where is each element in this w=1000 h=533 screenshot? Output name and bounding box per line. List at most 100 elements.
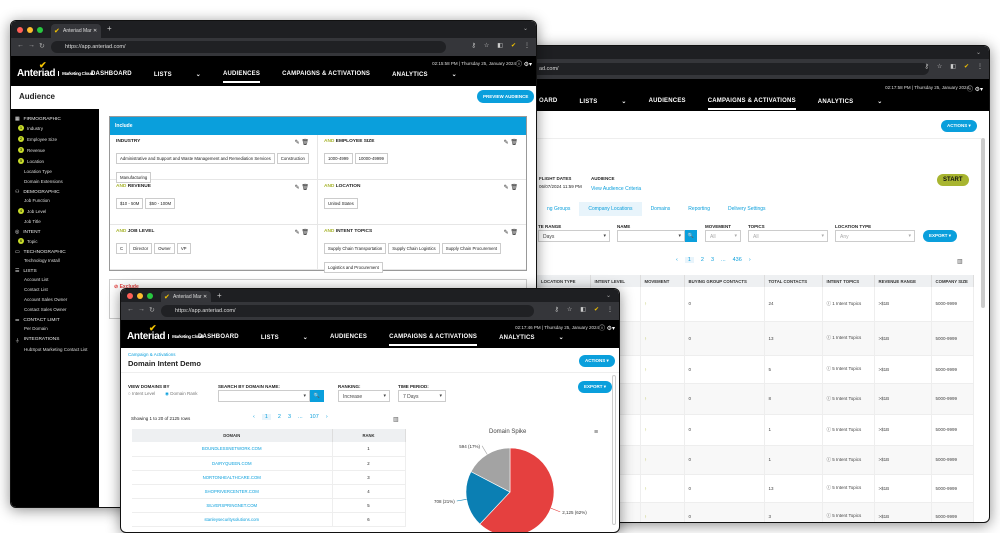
page-link[interactable]: 3: [287, 414, 292, 420]
intent-topics-cell[interactable]: ⓘ 5 Intent Topics: [822, 502, 875, 522]
tab-menu-icon[interactable]: ⌄: [975, 50, 981, 56]
sidebar-item[interactable]: 5 Location: [18, 158, 99, 164]
exclude-header[interactable]: ⊘ Exclude: [114, 284, 139, 290]
page-link[interactable]: ›: [325, 414, 328, 420]
delete-icon[interactable]: 🗑: [301, 230, 309, 236]
edit-icon[interactable]: ✎: [294, 230, 302, 236]
intent-topics-link[interactable]: 5 Intent Topics: [832, 456, 862, 462]
window-controls[interactable]: [127, 293, 153, 299]
nav-dashboard[interactable]: OARD: [539, 98, 558, 104]
nav-campaigns[interactable]: CAMPAIGNS & ACTIVATIONS: [282, 71, 371, 77]
new-tab-button[interactable]: +: [107, 24, 112, 33]
sidebar-item[interactable]: Job Title: [24, 219, 99, 224]
domain-link[interactable]: BOUNDLESSNETWORK.COM: [132, 442, 333, 457]
delete-icon[interactable]: 🗑: [301, 140, 309, 146]
column-header[interactable]: COMPANY SIZE: [931, 275, 974, 287]
nav-dashboard[interactable]: DASHBOARD: [198, 334, 239, 340]
sidebar-item[interactable]: 4 Job Level: [18, 208, 99, 214]
nav-lists[interactable]: LISTS ⌄: [260, 335, 308, 341]
page-link[interactable]: ‹: [253, 414, 255, 420]
chart-menu-icon[interactable]: ≡: [594, 429, 599, 436]
intent-topics-cell[interactable]: ⓘ 1 Intent Topics: [822, 287, 875, 321]
movement-select[interactable]: All: [705, 230, 741, 242]
search-domain-input[interactable]: [218, 390, 310, 402]
breadcrumb[interactable]: Campaign & Activations: [128, 352, 176, 357]
start-button[interactable]: START: [937, 174, 969, 186]
radio-intent-level[interactable]: ○ Intent Level: [128, 391, 156, 396]
intent-topics-link[interactable]: 5 Intent Topics: [832, 485, 862, 490]
reload-icon[interactable]: ↻: [39, 43, 45, 50]
time-period-select[interactable]: 7 Days: [398, 390, 446, 402]
nav-analytics[interactable]: ANALYTICS ⌄: [392, 72, 457, 78]
preview-audience-button[interactable]: PREVIEW AUDIENCE: [477, 90, 535, 103]
more-icon[interactable]: ⋮: [607, 307, 613, 313]
extension-icon[interactable]: ✔: [510, 43, 516, 49]
column-header[interactable]: INTENT LEVEL: [590, 275, 641, 287]
sidebar-item[interactable]: Contact Sales Owner: [24, 307, 99, 312]
intent-topics-link[interactable]: 5 Intent Topics: [832, 366, 862, 371]
help-settings-icons[interactable]: ⓘ ⚙▾: [966, 87, 983, 93]
sidebar-item[interactable]: Contact List: [24, 287, 99, 292]
column-header[interactable]: TOTAL CONTACTS: [764, 275, 823, 287]
key-icon[interactable]: ⚷: [554, 307, 559, 313]
forward-icon[interactable]: →: [28, 42, 35, 49]
search-button[interactable]: 🔍: [685, 230, 697, 242]
column-header[interactable]: LOCATION TYPE: [537, 275, 591, 287]
page-link[interactable]: 2: [277, 414, 281, 420]
tab-menu-icon[interactable]: ⌄: [522, 26, 528, 32]
sidebar-item[interactable]: 1 Industry: [18, 125, 99, 131]
intent-topics-cell[interactable]: ⓘ 5 Intent Topics: [822, 414, 875, 445]
more-icon[interactable]: ⋮: [977, 64, 983, 70]
actions-button[interactable]: ACTIONS ▾: [941, 120, 977, 132]
column-header[interactable]: REVENUE RANGE: [874, 275, 932, 287]
more-icon[interactable]: ⋮: [524, 43, 530, 49]
column-header[interactable]: MOVEMENT: [640, 275, 685, 287]
pie-slice[interactable]: [465, 471, 511, 525]
sidebar-item[interactable]: Per Domain: [24, 326, 99, 331]
intent-topics-link[interactable]: 5 Intent Topics: [832, 395, 862, 401]
edit-icon[interactable]: ✎: [294, 185, 302, 191]
sidebar-item[interactable]: Location Type: [24, 169, 99, 174]
sidepanel-icon[interactable]: ◧: [497, 43, 503, 49]
sidepanel-icon[interactable]: ◧: [950, 64, 956, 70]
page-link[interactable]: ...: [298, 414, 303, 420]
intent-topics-link[interactable]: 1 Intent Topics: [832, 300, 862, 306]
sidebar-item[interactable]: 6 Topic: [18, 238, 99, 244]
column-header-domain[interactable]: DOMAIN: [132, 429, 333, 442]
sidebar-item[interactable]: Domain Extensions: [24, 179, 99, 184]
nav-lists[interactable]: LISTS ⌄: [153, 72, 201, 78]
key-icon[interactable]: ⚷: [924, 64, 929, 70]
window-controls[interactable]: [17, 27, 43, 33]
sidebar-item[interactable]: 2 Employee Size: [18, 136, 99, 142]
column-header[interactable]: BUYING GROUP CONTACTS: [684, 275, 765, 287]
new-tab-button[interactable]: +: [217, 291, 222, 300]
date-range-select[interactable]: Days: [538, 230, 610, 242]
column-header[interactable]: INTENT TOPICS: [822, 275, 875, 287]
help-settings-icons[interactable]: ⓘ ⚙▾: [598, 326, 615, 332]
nav-audiences[interactable]: AUDIENCES: [329, 334, 368, 340]
back-icon[interactable]: ←: [17, 42, 24, 49]
star-icon[interactable]: ☆: [936, 64, 943, 70]
tab-2[interactable]: Domains: [650, 206, 671, 212]
back-icon[interactable]: ←: [127, 306, 134, 313]
edit-icon[interactable]: ✎: [503, 185, 511, 191]
delete-icon[interactable]: 🗑: [510, 230, 518, 236]
intent-topics-cell[interactable]: ⓘ 5 Intent Topics: [822, 474, 875, 502]
help-settings-icons[interactable]: ⓘ ⚙▾: [515, 62, 532, 68]
domain-link[interactable]: stanleysecuritysolutions.com: [132, 512, 333, 527]
nav-lists[interactable]: LISTS ⌄: [579, 99, 627, 105]
tab-0[interactable]: ng Groups: [547, 206, 571, 212]
nav-analytics[interactable]: ANALYTICS ⌄: [817, 99, 883, 105]
column-header-rank[interactable]: RANK: [332, 429, 406, 442]
columns-icon[interactable]: ▥: [957, 259, 963, 265]
sidebar-item[interactable]: HubSpot Marketing Contact List: [24, 347, 99, 352]
sidepanel-icon[interactable]: ◧: [580, 307, 586, 313]
page-link[interactable]: ›: [748, 257, 751, 263]
address-bar[interactable]: ad.com/: [421, 63, 929, 75]
pie-slice[interactable]: [479, 447, 555, 533]
star-icon[interactable]: ☆: [566, 307, 573, 313]
nav-audiences[interactable]: AUDIENCES: [222, 71, 261, 83]
extension-icon[interactable]: ✔: [963, 64, 969, 70]
page-link[interactable]: 3: [710, 257, 715, 263]
tab-menu-icon[interactable]: ⌄: [605, 293, 611, 299]
